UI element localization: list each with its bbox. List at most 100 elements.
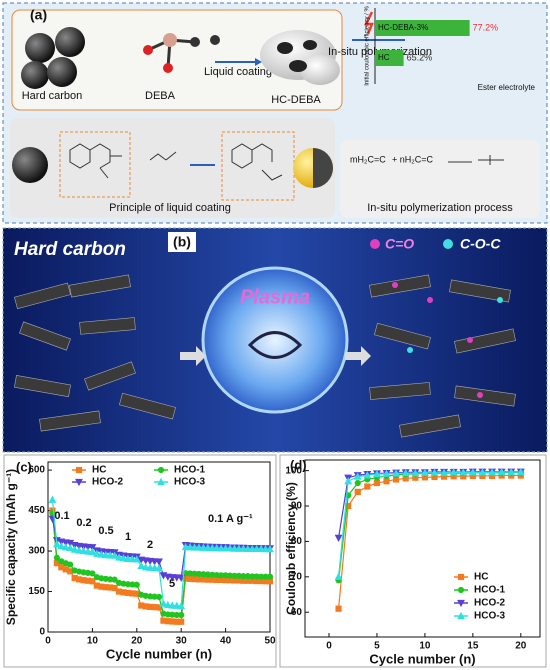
legend-label: HCO-3 [474,611,506,622]
value-label: 77.2% [473,22,499,32]
arrow-head [255,58,262,66]
spark-icon [363,11,374,35]
data-point [66,543,75,552]
x-tick-label: 50 [264,636,276,647]
value-label: 65.2% [407,52,433,62]
x-tick-label: 20 [515,641,527,652]
data-point [172,601,181,609]
deba-molecule [143,33,220,73]
data-point [420,468,429,476]
category-label: HC-DEBA-3% [378,23,428,32]
legend-label: HCO-3 [174,477,206,488]
functional-groups [392,282,503,398]
y-tick-label: 70 [291,571,303,582]
data-point [354,479,361,487]
y-tick-label: 90 [291,501,303,512]
data-point [111,576,118,583]
data-point [392,469,401,477]
data-point [119,554,128,562]
data-point [70,545,79,553]
x-tick-label: 0 [326,641,332,652]
data-point [334,534,343,543]
legend-marker [457,599,465,608]
panel-label: (c) [16,459,32,474]
data-point [497,467,506,476]
data-point [75,546,84,554]
legend-icon [370,239,380,249]
data-point [178,618,185,625]
data-point [133,581,140,588]
data-point [106,551,115,559]
plasma-label: Plasma [240,286,310,308]
data-point [335,605,342,612]
data-point [478,468,487,476]
coc-label: C-O-C [460,236,501,252]
rate-label: 1 [125,531,131,543]
y-axis-label: Specific capacity (mAh g⁻¹) [4,469,18,625]
data-point [53,554,60,561]
data-point [507,467,516,476]
data-point [354,488,361,495]
data-point [186,543,195,551]
data-point [146,563,155,571]
data-point [150,563,159,572]
co-label: C=O [385,236,414,252]
data-point [97,550,106,558]
principle-box [10,118,335,218]
liquid-coating-label: Liquid coating [204,66,272,78]
data-point [84,547,92,555]
data-point [449,468,458,476]
legend-marker [457,573,465,581]
legend-marker [457,611,465,620]
data-point [52,540,61,548]
y-tick-label: 80 [291,536,303,547]
data-point [430,468,439,476]
data-point [88,547,97,555]
data-point [155,564,163,572]
legend-marker [75,466,83,474]
hard-carbon-label: Hard carbon [22,90,83,102]
y-tick-label: 600 [28,465,45,476]
data-point [266,573,274,580]
panel-d-frame [279,454,547,668]
data-point [363,471,372,479]
deba-label: DEBA [145,90,176,102]
data-point [159,599,168,607]
x-axis-label: Cycle number (n) [106,646,212,661]
data-point [137,561,146,569]
legend-label: HC [92,465,106,476]
x-axis-label: Cycle number (n) [369,651,475,666]
data-point [92,549,101,557]
data-point [383,478,390,485]
plot-frame [304,459,541,638]
data-point [334,572,343,580]
data-point [48,495,57,503]
data-point [401,468,410,477]
data-point [440,468,449,476]
data-point [266,545,274,553]
legend-label: HC [474,572,488,583]
principle-label: Principle of liquid coating [109,202,231,214]
data-point [212,543,221,552]
data-point [67,561,74,568]
plasma-sphere [201,266,349,414]
rate-label: 5 [169,578,175,590]
data-point [57,542,66,550]
rate-label: 0.1 A g⁻¹ [208,513,253,525]
data-point [79,546,88,555]
data-point [115,553,123,561]
process-label: In-situ polymerization process [367,202,513,214]
legend-marker [75,478,83,487]
x-tick-label: 30 [176,636,188,647]
legend-marker [457,586,465,594]
bar [375,20,470,36]
x-tick-label: 20 [131,636,143,647]
x-tick-label: 40 [220,636,232,647]
legend-label: HCO-2 [474,598,506,609]
rate-label: 2 [147,539,153,551]
data-point [89,570,96,577]
hc-deba-label: HC-DEBA [271,94,321,106]
bar [375,50,404,66]
data-point [373,479,381,487]
